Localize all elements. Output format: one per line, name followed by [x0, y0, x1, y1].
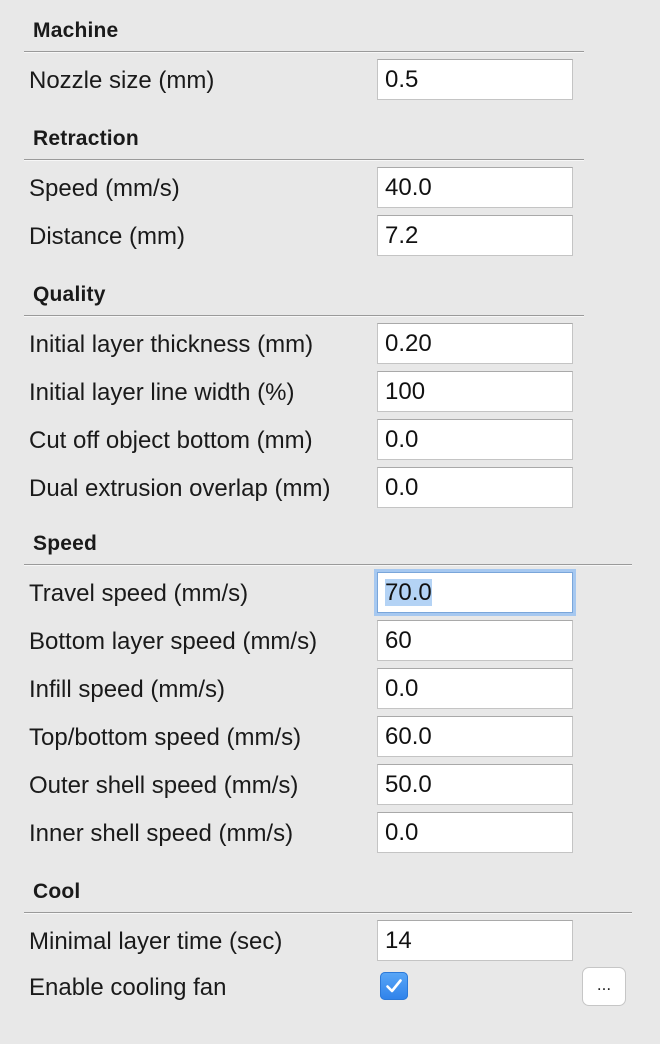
inner-shell-speed-label: Inner shell speed (mm/s)	[29, 820, 294, 847]
top-bottom-speed-label: Top/bottom speed (mm/s)	[29, 724, 302, 751]
cooling-fan-settings-button[interactable]: ...	[582, 967, 626, 1006]
inner-shell-speed-input[interactable]: 0.0	[377, 812, 573, 853]
infill-speed-input[interactable]: 0.0	[377, 668, 573, 709]
cut-off-object-bottom-input[interactable]: 0.0	[377, 419, 573, 460]
bottom-layer-speed-label: Bottom layer speed (mm/s)	[29, 628, 318, 655]
section-divider-machine	[24, 51, 584, 53]
dual-extrusion-overlap-input[interactable]: 0.0	[377, 467, 573, 508]
retraction-distance-label: Distance (mm)	[29, 223, 186, 250]
section-divider-speed	[24, 564, 632, 566]
cut-off-object-bottom-label: Cut off object bottom (mm)	[29, 427, 313, 454]
travel-speed-label: Travel speed (mm/s)	[29, 580, 249, 607]
section-title-quality: Quality	[33, 283, 106, 306]
initial-layer-thickness-input[interactable]: 0.20	[377, 323, 573, 364]
infill-speed-label: Infill speed (mm/s)	[29, 676, 226, 703]
section-divider-retraction	[24, 159, 584, 161]
travel-speed-input[interactable]: 70.0	[377, 572, 573, 613]
section-title-machine: Machine	[33, 19, 119, 42]
retraction-speed-input[interactable]: 40.0	[377, 167, 573, 208]
retraction-speed-label: Speed (mm/s)	[29, 175, 180, 202]
initial-layer-thickness-label: Initial layer thickness (mm)	[29, 331, 314, 358]
enable-cooling-fan-checkbox[interactable]	[380, 972, 408, 1000]
section-divider-quality	[24, 315, 584, 317]
bottom-layer-speed-input[interactable]: 60	[377, 620, 573, 661]
dual-extrusion-overlap-label: Dual extrusion overlap (mm)	[29, 475, 331, 502]
nozzle-size-label: Nozzle size (mm)	[29, 67, 215, 94]
section-divider-cool	[24, 912, 632, 914]
initial-layer-line-width-label: Initial layer line width (%)	[29, 379, 295, 406]
section-title-retraction: Retraction	[33, 127, 139, 150]
travel-speed-selected-text: 70.0	[385, 579, 432, 606]
outer-shell-speed-input[interactable]: 50.0	[377, 764, 573, 805]
top-bottom-speed-input[interactable]: 60.0	[377, 716, 573, 757]
retraction-distance-input[interactable]: 7.2	[377, 215, 573, 256]
nozzle-size-input[interactable]: 0.5	[377, 59, 573, 100]
section-title-speed: Speed	[33, 532, 98, 555]
checkmark-icon	[386, 979, 402, 993]
minimal-layer-time-label: Minimal layer time (sec)	[29, 928, 283, 955]
minimal-layer-time-input[interactable]: 14	[377, 920, 573, 961]
enable-cooling-fan-label: Enable cooling fan	[29, 974, 227, 1001]
section-title-cool: Cool	[33, 880, 81, 903]
initial-layer-line-width-input[interactable]: 100	[377, 371, 573, 412]
outer-shell-speed-label: Outer shell speed (mm/s)	[29, 772, 299, 799]
